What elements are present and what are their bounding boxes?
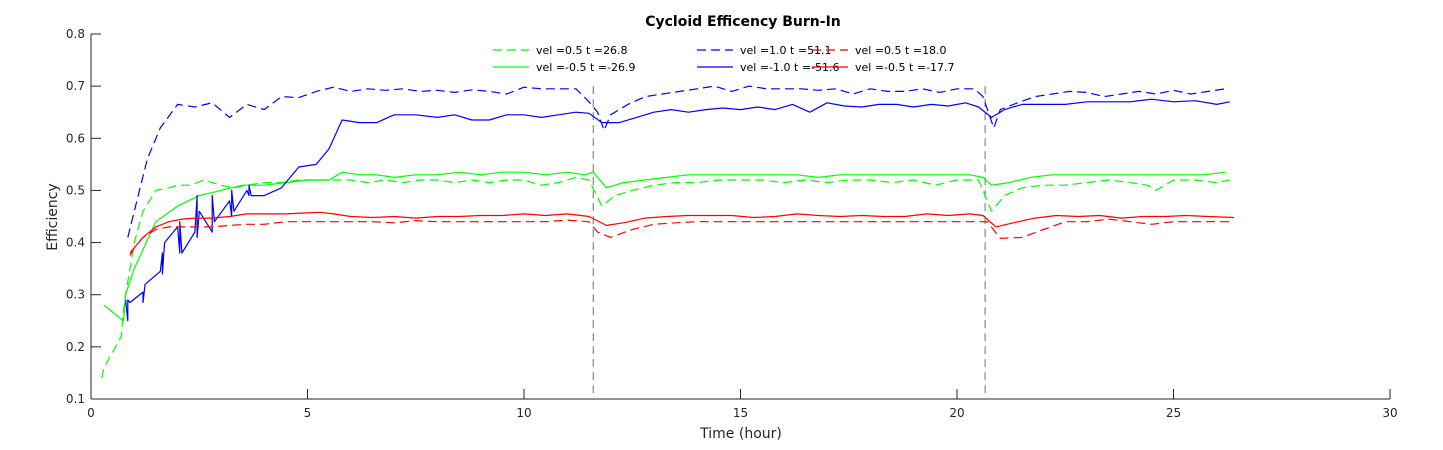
y-tick-label: 0.7	[66, 79, 85, 93]
x-tick-label: 25	[1166, 406, 1181, 420]
x-tick-label: 5	[304, 406, 312, 420]
legend-label-1: vel =0.5 t =26.8	[536, 44, 628, 57]
x-tick-label: 15	[733, 406, 748, 420]
series-line-3	[127, 85, 1226, 238]
x-axis-label: Time (hour)	[699, 426, 782, 442]
y-tick-label: 0.6	[66, 131, 85, 145]
y-tick-label: 0.3	[66, 288, 85, 302]
legend-label-3: vel =1.0 t =51.1	[740, 44, 832, 57]
x-tick-label: 10	[516, 406, 531, 420]
series-line-1	[101, 176, 1230, 379]
series-line-5	[129, 218, 1230, 254]
x-tick-label: 30	[1382, 406, 1397, 420]
y-tick-label: 0.5	[66, 183, 85, 197]
series-line-2	[103, 171, 1226, 322]
legend-label-2: vel =-0.5 t =-26.9	[536, 61, 636, 74]
legend: vel =0.5 t =26.8 vel =1.0 t =51.1 vel =0.5…	[493, 44, 955, 74]
y-tick-label: 0.8	[66, 27, 85, 41]
y-tick-label: 0.2	[66, 340, 85, 354]
y-tick-label: 0.4	[66, 236, 85, 250]
plot-area: 0 5 10 15 20 25 30 0.1 0.2 0.3 0.4 0.5 0.6 0.7 0.8	[66, 27, 1398, 420]
y-tick-label: 0.1	[66, 392, 85, 406]
series-line-6	[129, 211, 1235, 256]
chart-title: Cycloid Efficency Burn-In	[645, 14, 841, 30]
legend-label-5: vel =0.5 t =18.0	[855, 44, 947, 57]
y-axis-label: Efficiency	[45, 183, 61, 250]
legend-label-4: vel =-1.0 t =-51.6	[740, 61, 840, 74]
series-line-4	[125, 98, 1230, 322]
legend-label-6: vel =-0.5 t =-17.7	[855, 61, 955, 74]
x-tick-label: 0	[87, 406, 95, 420]
x-tick-label: 20	[949, 406, 964, 420]
